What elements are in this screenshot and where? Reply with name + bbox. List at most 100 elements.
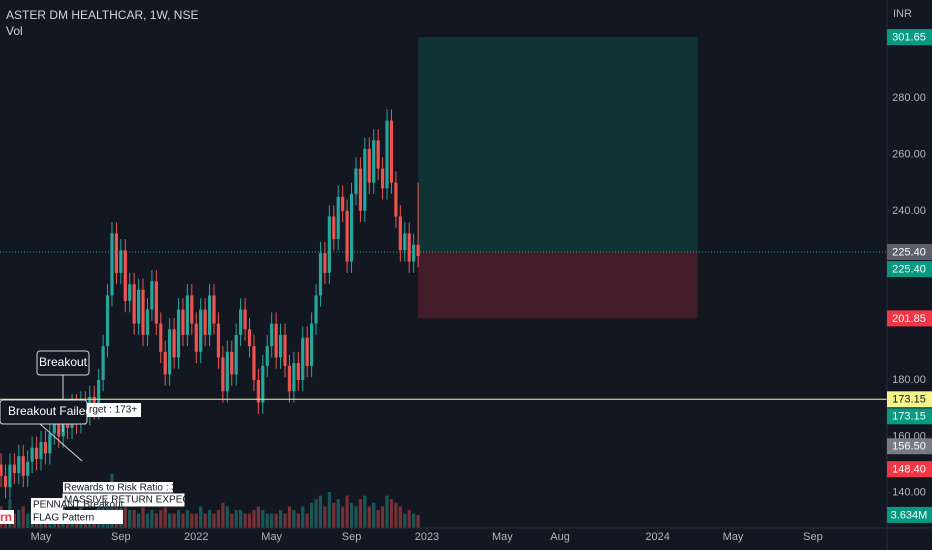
volume-bar (185, 510, 189, 528)
volume-bar (403, 513, 407, 528)
candle-body (358, 168, 363, 211)
candle-body (150, 281, 154, 310)
candle-body (92, 396, 96, 409)
x-tick-label: May (261, 531, 282, 543)
volume-bar (212, 513, 216, 528)
x-tick-label: 2022 (184, 531, 208, 543)
candle-body (367, 148, 371, 183)
price-tag-label: 225.40 (892, 246, 926, 258)
candle-body (345, 210, 349, 262)
candle-body (12, 464, 16, 474)
label-text: rget : 173+ (89, 405, 137, 416)
volume-bar (150, 510, 154, 528)
candle-body (43, 442, 48, 454)
candle-body (159, 323, 163, 352)
x-tick-label: 2024 (645, 531, 669, 543)
candle-body (119, 250, 123, 273)
callout-text: Breakout Failed (8, 404, 92, 418)
volume-bar (358, 499, 363, 528)
price-tag-label: 201.85 (892, 313, 926, 325)
candle-body (398, 216, 402, 251)
candle-body (176, 309, 181, 358)
callout-text: Breakout (39, 355, 88, 369)
price-tag (887, 244, 932, 261)
callout (36, 350, 90, 376)
candle-body (136, 289, 141, 324)
y-tick-label: 180.00 (892, 374, 926, 386)
volume-bar (221, 502, 225, 528)
candle-body (363, 148, 367, 211)
candle-body (57, 419, 61, 437)
volume-bar (26, 513, 30, 528)
candle-body (261, 365, 265, 403)
candle-body (97, 380, 101, 409)
volume-bar (123, 506, 127, 528)
label-text: MASSIVE RETURN EXPECTED (64, 495, 210, 506)
candle-body (243, 309, 247, 330)
candle-body (190, 295, 194, 324)
candle-body (128, 284, 132, 302)
axis-label: INR (893, 8, 912, 20)
candle-body (314, 295, 318, 324)
x-tick-label: May (723, 531, 744, 543)
price-tag-label: 225.40 (892, 263, 926, 275)
candle-body (105, 295, 110, 347)
candle-body (172, 329, 176, 358)
volume-tag-label: 3.634M (891, 509, 928, 521)
volume-bar (247, 513, 252, 528)
candle-body (270, 323, 274, 347)
candle-body (416, 244, 420, 256)
volume-bar (190, 513, 194, 528)
candle-body (292, 363, 296, 392)
volume-bar (145, 513, 150, 528)
candle-body (163, 351, 167, 375)
y-tick-label: 280.00 (892, 92, 926, 104)
volume-bar (239, 510, 243, 528)
price-axis: 140.00160.00180.00220.00240.00260.00280.… (31, 29, 932, 543)
candle-body (385, 120, 389, 189)
candle-body (221, 357, 225, 392)
x-tick-label: Sep (342, 531, 362, 543)
volume-bar (216, 510, 221, 528)
volume-bar (310, 502, 314, 528)
y-tick-label: 240.00 (892, 205, 926, 217)
price-tag-label: 173.15 (892, 394, 926, 406)
volume-bar (194, 513, 198, 528)
candle-body (168, 329, 172, 375)
volume-bar (385, 495, 389, 528)
candle-body (239, 309, 243, 335)
volume-bar (136, 513, 141, 528)
x-tick-label: Aug (550, 531, 570, 543)
candle-body (141, 289, 145, 335)
price-tag (887, 461, 932, 478)
candle-body (0, 464, 3, 476)
volume-bar (163, 506, 167, 528)
y-tick-label: 140.00 (892, 487, 926, 499)
candle-body (48, 433, 52, 454)
volume-bar (372, 502, 376, 528)
label-text: Rewards to Risk Ratio : 3 (64, 483, 177, 494)
volume-bar (265, 513, 269, 528)
candle-body (256, 380, 260, 403)
volume-bar (345, 495, 349, 528)
volume-bar (230, 513, 234, 528)
candle-body (123, 250, 127, 302)
candle-body (403, 233, 407, 251)
profit-zone (418, 37, 698, 253)
candle-body (305, 337, 309, 366)
volume-bar (389, 499, 394, 528)
price-tag-label: 301.65 (892, 31, 926, 43)
volume-bar (336, 499, 340, 528)
volume-bar (270, 513, 274, 528)
volume-bar (301, 506, 305, 528)
candle-body (3, 475, 8, 488)
label-box (31, 510, 123, 524)
candle-body (296, 363, 300, 381)
candle-body (372, 140, 376, 183)
volume-bar (398, 506, 402, 528)
volume-bar (256, 506, 260, 528)
volume-bar (207, 510, 212, 528)
volume-bar (17, 510, 21, 528)
volume-bar (278, 510, 283, 528)
